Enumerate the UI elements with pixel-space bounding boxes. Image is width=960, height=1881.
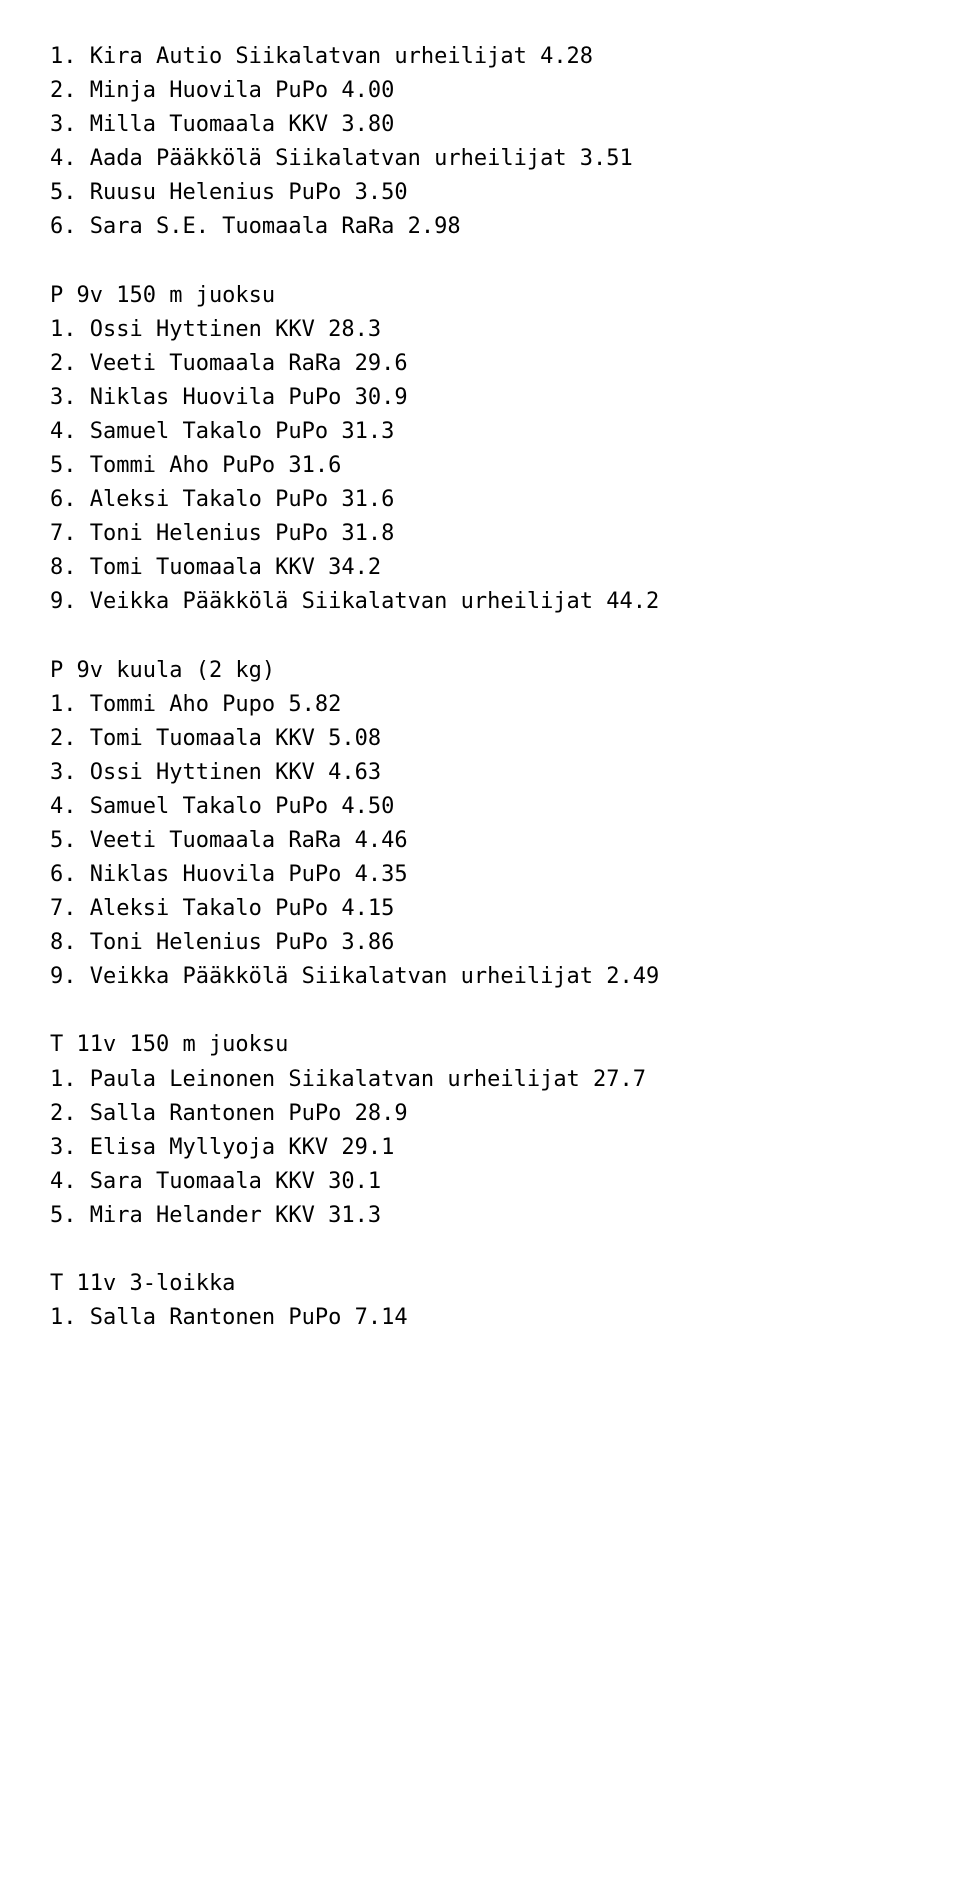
- result-row: 4. Aada Pääkkölä Siikalatvan urheilijat …: [50, 142, 910, 176]
- section-title: T 11v 150 m juoksu: [50, 1028, 910, 1062]
- results-section: P 9v 150 m juoksu1. Ossi Hyttinen KKV 28…: [50, 279, 910, 620]
- results-document: 1. Kira Autio Siikalatvan urheilijat 4.2…: [50, 40, 910, 1335]
- result-row: 3. Ossi Hyttinen KKV 4.63: [50, 756, 910, 790]
- results-section: P 9v kuula (2 kg)1. Tommi Aho Pupo 5.822…: [50, 654, 910, 995]
- results-section: 1. Kira Autio Siikalatvan urheilijat 4.2…: [50, 40, 910, 245]
- result-row: 7. Toni Helenius PuPo 31.8: [50, 517, 910, 551]
- result-row: 7. Aleksi Takalo PuPo 4.15: [50, 892, 910, 926]
- section-title: P 9v 150 m juoksu: [50, 279, 910, 313]
- result-row: 5. Ruusu Helenius PuPo 3.50: [50, 176, 910, 210]
- result-row: 2. Minja Huovila PuPo 4.00: [50, 74, 910, 108]
- results-section: T 11v 150 m juoksu1. Paula Leinonen Siik…: [50, 1028, 910, 1233]
- result-row: 8. Toni Helenius PuPo 3.86: [50, 926, 910, 960]
- result-row: 2. Tomi Tuomaala KKV 5.08: [50, 722, 910, 756]
- result-row: 3. Elisa Myllyoja KKV 29.1: [50, 1131, 910, 1165]
- result-row: 9. Veikka Pääkkölä Siikalatvan urheilija…: [50, 585, 910, 619]
- result-row: 8. Tomi Tuomaala KKV 34.2: [50, 551, 910, 585]
- result-row: 3. Niklas Huovila PuPo 30.9: [50, 381, 910, 415]
- result-row: 3. Milla Tuomaala KKV 3.80: [50, 108, 910, 142]
- results-section: T 11v 3-loikka1. Salla Rantonen PuPo 7.1…: [50, 1267, 910, 1335]
- result-row: 5. Mira Helander KKV 31.3: [50, 1199, 910, 1233]
- result-row: 1. Tommi Aho Pupo 5.82: [50, 688, 910, 722]
- result-row: 1. Kira Autio Siikalatvan urheilijat 4.2…: [50, 40, 910, 74]
- result-row: 9. Veikka Pääkkölä Siikalatvan urheilija…: [50, 960, 910, 994]
- result-row: 1. Ossi Hyttinen KKV 28.3: [50, 313, 910, 347]
- result-row: 4. Sara Tuomaala KKV 30.1: [50, 1165, 910, 1199]
- result-row: 6. Sara S.E. Tuomaala RaRa 2.98: [50, 210, 910, 244]
- result-row: 1. Salla Rantonen PuPo 7.14: [50, 1301, 910, 1335]
- result-row: 6. Aleksi Takalo PuPo 31.6: [50, 483, 910, 517]
- result-row: 1. Paula Leinonen Siikalatvan urheilijat…: [50, 1063, 910, 1097]
- result-row: 2. Veeti Tuomaala RaRa 29.6: [50, 347, 910, 381]
- result-row: 4. Samuel Takalo PuPo 31.3: [50, 415, 910, 449]
- result-row: 2. Salla Rantonen PuPo 28.9: [50, 1097, 910, 1131]
- section-title: P 9v kuula (2 kg): [50, 654, 910, 688]
- result-row: 4. Samuel Takalo PuPo 4.50: [50, 790, 910, 824]
- result-row: 5. Veeti Tuomaala RaRa 4.46: [50, 824, 910, 858]
- result-row: 6. Niklas Huovila PuPo 4.35: [50, 858, 910, 892]
- result-row: 5. Tommi Aho PuPo 31.6: [50, 449, 910, 483]
- section-title: T 11v 3-loikka: [50, 1267, 910, 1301]
